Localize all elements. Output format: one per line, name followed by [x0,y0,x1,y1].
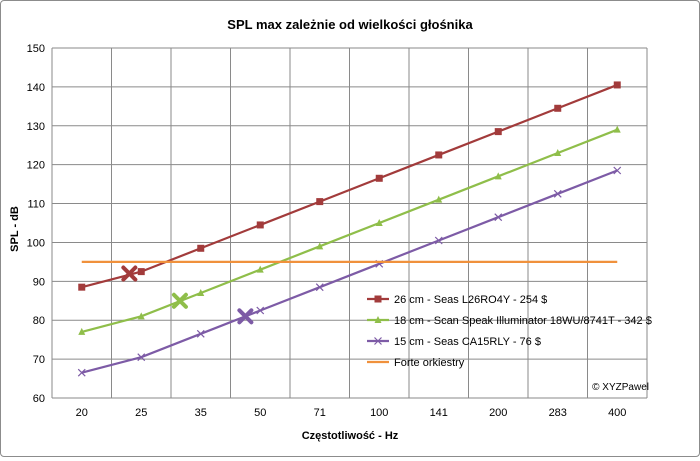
x-tick-label: 71 [314,407,326,419]
x-tick-label: 20 [76,407,88,419]
x-tick-label: 200 [489,407,507,419]
chart-container: SPL max zależnie od wielkości głośnika 6… [0,0,700,457]
legend-label: 15 cm - Seas CA15RLY - 76 $ [394,336,541,348]
y-tick-label: 130 [27,121,45,133]
legend-label: Forte orkiestry [394,357,465,369]
x-tick-label: 141 [430,407,448,419]
y-tick-label: 80 [33,315,45,327]
legend-label: 18 cm - Scan Speak Illuminator 18WU/8741… [394,315,652,327]
data-point [78,284,85,291]
data-point [197,245,204,252]
data-point [614,126,621,133]
highlight-markers [123,268,251,323]
data-point [495,128,502,135]
data-point [435,151,442,158]
y-tick-label: 100 [27,237,45,249]
copyright-credit: © XYZPawel [592,382,649,393]
y-axis-title: SPL - dB [9,206,21,252]
x-axis-title: Częstotliwość - Hz [302,430,399,442]
legend: 26 cm - Seas L26RO4Y - 254 $ 18 cm - Scan… [367,294,652,369]
y-tick-label: 140 [27,82,45,94]
y-tick-label: 150 [27,43,45,55]
legend-label: 26 cm - Seas L26RO4Y - 254 $ [394,294,547,306]
data-point [138,268,145,275]
y-tick-label: 60 [33,393,45,405]
line-chart: SPL max zależnie od wielkości głośnika 6… [1,1,699,456]
x-tick-label: 400 [608,407,626,419]
chart-title: SPL max zależnie od wielkości głośnika [227,17,473,32]
data-point [316,198,323,205]
highlight-x-marker [174,295,186,307]
x-tick-label: 35 [195,407,207,419]
data-point [554,105,561,112]
data-point [257,221,264,228]
y-tick-label: 120 [27,160,45,172]
x-tick-label: 50 [254,407,266,419]
y-tick-label: 90 [33,276,45,288]
grid [52,48,647,398]
legend-item: 18 cm - Scan Speak Illuminator 18WU/8741… [367,315,652,327]
data-point [376,175,383,182]
data-point [375,296,382,303]
x-tick-label: 100 [370,407,388,419]
y-tick-label: 70 [33,354,45,366]
x-tick-label: 25 [135,407,147,419]
legend-item: 26 cm - Seas L26RO4Y - 254 $ [367,294,547,306]
x-tick-label: 283 [549,407,567,419]
y-tick-label: 110 [27,199,45,211]
legend-item: 15 cm - Seas CA15RLY - 76 $ [367,336,541,348]
data-point [614,81,621,88]
